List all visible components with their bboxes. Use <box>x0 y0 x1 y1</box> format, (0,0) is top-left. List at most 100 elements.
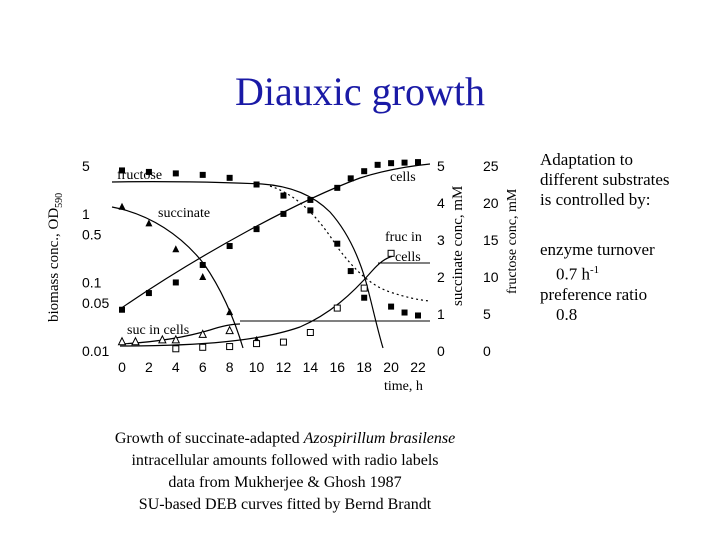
fructose-point <box>347 268 354 275</box>
label-fruc-in-cells-1: fruc in <box>385 230 422 245</box>
cells-point <box>361 168 368 175</box>
x-tick-label: 0 <box>118 359 126 375</box>
fructose-curve-dotted <box>269 185 431 302</box>
page-title: Diauxic growth <box>235 69 485 114</box>
succinate-tick-label: 3 <box>437 232 445 248</box>
x-tick-label: 12 <box>276 359 292 375</box>
cells-point <box>401 159 408 166</box>
figure-caption: Growth of succinate-adapted Azospirillum… <box>40 428 530 516</box>
x-tick-label: 18 <box>356 359 372 375</box>
sidebar-line: Adaptation to <box>540 150 634 169</box>
turnover-value: 0.7 h-1 <box>556 264 600 284</box>
succinate-tick-label: 5 <box>437 158 445 174</box>
fructose-tick-label: 5 <box>483 306 491 322</box>
fructose-tick-label: 20 <box>483 195 499 211</box>
cells-point <box>374 161 381 168</box>
succinate-point <box>118 202 126 210</box>
sidebar-notes: Adaptation to different substrates is co… <box>540 150 720 325</box>
cells-point <box>415 159 421 166</box>
caption-line: Growth of succinate-adapted Azospirillum… <box>114 430 456 447</box>
succinate-point <box>226 308 234 316</box>
suc-in-cells-point <box>225 325 234 335</box>
suc-in-cells-point <box>158 334 167 344</box>
cells-point <box>388 160 395 167</box>
fructose-point <box>307 207 314 214</box>
cells-point <box>334 184 341 191</box>
caption-line: data from Mukherjee & Ghosh 1987 <box>168 474 402 491</box>
sidebar-line: is controlled by: <box>540 190 651 209</box>
caption-line: intracellular amounts followed with radi… <box>131 452 439 469</box>
x-tick-label: 2 <box>145 359 153 375</box>
fructose-point <box>119 167 125 174</box>
label-fruc-in-cells-2: cells <box>395 250 421 265</box>
succinate-point <box>199 273 207 280</box>
fruc-in-cells-point <box>333 304 341 312</box>
preference-value: 0.8 <box>556 304 578 324</box>
cells-point <box>253 226 260 233</box>
fructose-tick-label: 25 <box>483 158 499 174</box>
succinate-point <box>172 245 180 253</box>
fructose-tick-label: 10 <box>483 269 499 285</box>
preference-label: preference ratio <box>540 284 648 304</box>
fructose-point <box>226 174 233 181</box>
x-tick-label: 22 <box>410 359 426 375</box>
label-succinate: succinate <box>158 206 210 221</box>
left-tick-label: 1 <box>82 206 90 222</box>
fruc-in-cells-curve <box>119 255 394 347</box>
fruc-in-cells-point <box>360 284 368 292</box>
x-axis-label: time, h <box>384 379 423 394</box>
fructose-point <box>280 192 287 199</box>
fruc-in-cells-point <box>387 249 395 257</box>
left-tick-label: 5 <box>82 158 90 174</box>
left-tick-label: 0.5 <box>82 227 102 243</box>
fructose-point <box>145 168 152 175</box>
label-cells: cells <box>390 170 416 185</box>
label-suc-in-cells: suc in cells <box>127 323 189 338</box>
fructose-point <box>415 312 421 319</box>
x-tick-label: 10 <box>249 359 265 375</box>
left-tick-label: 0.05 <box>82 295 109 311</box>
cells-point <box>307 196 314 203</box>
y-axis-label-biomass: biomass conc., OD590 <box>46 193 65 322</box>
left-tick-label: 0.01 <box>82 343 109 359</box>
cells-point <box>347 175 354 182</box>
fruc-in-cells-point <box>199 343 207 351</box>
suc-in-cells-point <box>131 336 140 346</box>
fruc-in-cells-point <box>172 345 180 353</box>
cells-point <box>145 290 152 297</box>
fruc-in-cells-point <box>306 329 314 336</box>
fructose-point <box>334 240 341 247</box>
fructose-tick-label: 15 <box>483 232 499 248</box>
label-fructose: fructose <box>117 168 162 183</box>
fructose-point <box>172 170 179 177</box>
cells-point <box>119 306 125 313</box>
x-tick-label: 20 <box>383 359 399 375</box>
succinate-tick-label: 4 <box>437 195 445 211</box>
fruc-in-cells-point <box>253 340 261 348</box>
sidebar-line: different substrates <box>540 170 670 189</box>
turnover-label: enzyme turnover <box>540 240 655 259</box>
x-tick-label: 6 <box>199 359 207 375</box>
x-tick-label: 4 <box>172 359 180 375</box>
cells-point <box>280 210 287 217</box>
fructose-point <box>199 171 206 178</box>
fructose-point <box>253 181 260 188</box>
suc-in-cells-curve <box>119 323 241 345</box>
cells-point <box>172 279 179 286</box>
y-axis-label-succinate: succinate conc, mM <box>450 186 466 306</box>
succinate-tick-label: 2 <box>437 269 445 285</box>
x-tick-label: 8 <box>226 359 234 375</box>
succinate-tick-label: 0 <box>437 343 445 359</box>
cells-point <box>226 243 233 250</box>
fructose-point <box>361 294 368 301</box>
succinate-tick-label: 1 <box>437 306 445 322</box>
cells-point <box>199 261 206 268</box>
succinate-point <box>145 219 153 227</box>
cells-curve <box>119 163 431 310</box>
fructose-point <box>401 309 408 316</box>
x-tick-label: 14 <box>303 359 319 375</box>
fruc-in-cells-point <box>226 343 234 351</box>
fruc-in-cells-point <box>279 338 287 346</box>
suc-in-cells-point <box>198 329 208 338</box>
